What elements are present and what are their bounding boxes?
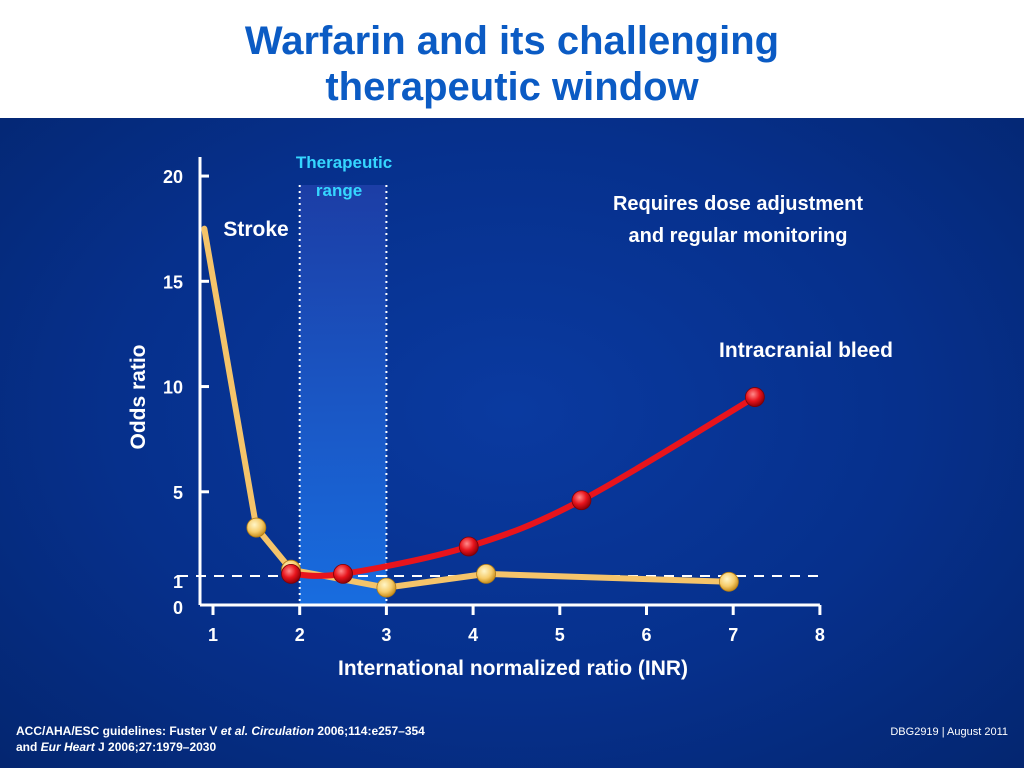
x-tick-label: 7 <box>728 625 738 645</box>
x-tick-label: 6 <box>641 625 651 645</box>
bleed-series-label: Intracranial bleed <box>719 339 893 362</box>
y-tick-label: 15 <box>163 272 183 292</box>
x-axis-title: International normalized ratio (INR) <box>338 657 688 680</box>
slide-title-line-2: therapeutic window <box>325 65 699 109</box>
footer-ref-1b: et al. Circulation <box>220 724 315 738</box>
footer-ref-1c: 2006;114:e257–354 <box>314 724 425 738</box>
stroke-data-point <box>718 571 739 592</box>
footer-reference-line-2: and Eur Heart J 2006;27:1979–2030 <box>16 739 425 755</box>
bleed-data-point <box>333 563 353 584</box>
therapeutic-range-band <box>299 185 387 605</box>
footer-ref-2a: and <box>16 740 41 754</box>
therapeutic-range-label-line-1: Therapeutic <box>296 153 392 172</box>
footer-ref-2c: J 2006;27:1979–2030 <box>94 740 217 754</box>
x-tick-label: 5 <box>555 625 565 645</box>
bleed-data-point <box>458 536 479 557</box>
slide-title: Warfarin and its challenging therapeutic… <box>0 18 1024 110</box>
y-tick-label: 20 <box>163 167 183 187</box>
stroke-data-point <box>376 577 397 598</box>
bleed-data-point <box>571 490 592 511</box>
y-tick-label: 5 <box>173 483 183 503</box>
stroke-series-line <box>201 225 732 591</box>
y-tick-label: 0 <box>173 598 183 618</box>
slide-title-line-1: Warfarin and its challenging <box>244 19 780 63</box>
bleed-data-point <box>281 563 301 584</box>
y-axis-title: Odds ratio <box>127 344 150 449</box>
stroke-series-label: Stroke <box>223 218 288 241</box>
footer-ref-1a: ACC/AHA/ESC guidelines: Fuster V <box>16 724 221 738</box>
bleed-data-point <box>744 387 765 407</box>
y-tick-label: 1 <box>173 572 183 592</box>
x-tick-label: 2 <box>295 625 305 645</box>
x-tick-label: 3 <box>381 625 391 645</box>
y-tick-label: 10 <box>163 378 183 398</box>
x-tick-label: 8 <box>815 625 825 645</box>
x-tick-label: 1 <box>208 625 218 645</box>
annotation-line-1: Requires dose adjustment <box>613 193 863 215</box>
stroke-data-point <box>476 563 497 584</box>
annotation-line-2: and regular monitoring <box>629 225 848 247</box>
footer-code: DBG2919 | August 2011 <box>890 726 1008 738</box>
footer-reference-line-1: ACC/AHA/ESC guidelines: Fuster V et al. … <box>16 723 425 739</box>
footer-reference: ACC/AHA/ESC guidelines: Fuster V et al. … <box>16 723 425 755</box>
x-tick-label: 4 <box>468 625 478 645</box>
stroke-data-point <box>246 517 267 538</box>
therapeutic-range-label-line-2: range <box>316 181 362 200</box>
chart-panel <box>0 118 1024 768</box>
footer-ref-2b: Eur Heart <box>40 740 95 754</box>
